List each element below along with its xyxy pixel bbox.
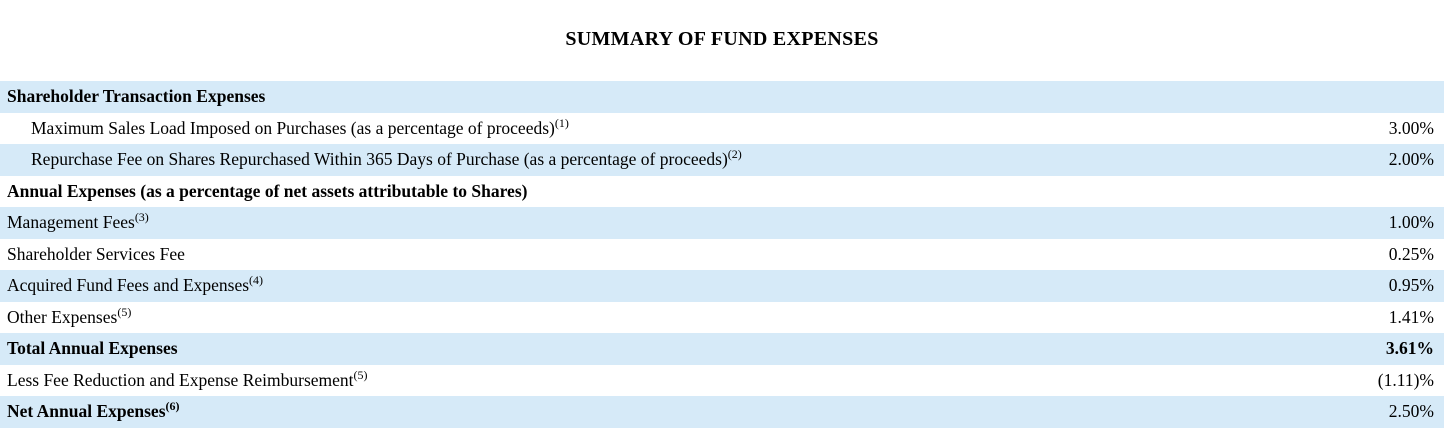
footnote-ref: (4) bbox=[249, 273, 264, 288]
footnote-ref: (1) bbox=[554, 115, 569, 130]
row-value: 0.25% bbox=[1388, 243, 1434, 264]
row-label: Annual Expenses (as a percentage of net … bbox=[7, 180, 528, 201]
row-value: (1.11)% bbox=[1377, 369, 1434, 390]
row-label: Shareholder Transaction Expenses bbox=[7, 86, 266, 107]
row-label: Other Expenses(5) bbox=[7, 304, 132, 327]
row-label: Repurchase Fee on Shares Repurchased Wit… bbox=[31, 147, 742, 170]
table-row-maximum-sales-load: Maximum Sales Load Imposed on Purchases … bbox=[0, 113, 1444, 145]
page-title: SUMMARY OF FUND EXPENSES bbox=[565, 28, 879, 50]
row-label: Shareholder Services Fee bbox=[7, 243, 185, 264]
footnote-ref: (2) bbox=[727, 147, 742, 162]
row-value: 1.41% bbox=[1388, 306, 1434, 327]
table-row-acquired-fund-fees: Acquired Fund Fees and Expenses(4) 0.95% bbox=[0, 270, 1444, 302]
table-row-other-expenses: Other Expenses(5) 1.41% bbox=[0, 302, 1444, 334]
row-value: 2.00% bbox=[1388, 149, 1434, 170]
fund-expenses-table: Shareholder Transaction Expenses Maximum… bbox=[0, 81, 1444, 428]
footnote-ref: (3) bbox=[134, 210, 149, 225]
row-value: 0.95% bbox=[1388, 275, 1434, 296]
table-row-less-fee-reduction: Less Fee Reduction and Expense Reimburse… bbox=[0, 365, 1444, 397]
row-label: Net Annual Expenses(6) bbox=[7, 399, 180, 422]
table-row-total-annual-expenses: Total Annual Expenses 3.61% bbox=[0, 333, 1444, 365]
row-label: Less Fee Reduction and Expense Reimburse… bbox=[7, 367, 368, 390]
table-row-annual-expenses-header: Annual Expenses (as a percentage of net … bbox=[0, 176, 1444, 208]
row-value: 1.00% bbox=[1388, 212, 1434, 233]
table-row-repurchase-fee: Repurchase Fee on Shares Repurchased Wit… bbox=[0, 144, 1444, 176]
row-label: Total Annual Expenses bbox=[7, 338, 178, 359]
footnote-ref: (6) bbox=[165, 399, 180, 414]
footnote-ref: (5) bbox=[353, 367, 368, 382]
row-label: Maximum Sales Load Imposed on Purchases … bbox=[31, 115, 569, 138]
table-row-net-annual-expenses: Net Annual Expenses(6) 2.50% bbox=[0, 396, 1444, 428]
row-value: 2.50% bbox=[1388, 401, 1434, 422]
table-row-management-fees: Management Fees(3) 1.00% bbox=[0, 207, 1444, 239]
table-row-shareholder-transaction-expenses: Shareholder Transaction Expenses bbox=[0, 81, 1444, 113]
table-row-shareholder-services-fee: Shareholder Services Fee 0.25% bbox=[0, 239, 1444, 271]
row-value: 3.00% bbox=[1388, 117, 1434, 138]
footnote-ref: (5) bbox=[117, 304, 132, 319]
row-label: Management Fees(3) bbox=[7, 210, 149, 233]
row-value: 3.61% bbox=[1385, 338, 1434, 359]
row-label: Acquired Fund Fees and Expenses(4) bbox=[7, 273, 264, 296]
